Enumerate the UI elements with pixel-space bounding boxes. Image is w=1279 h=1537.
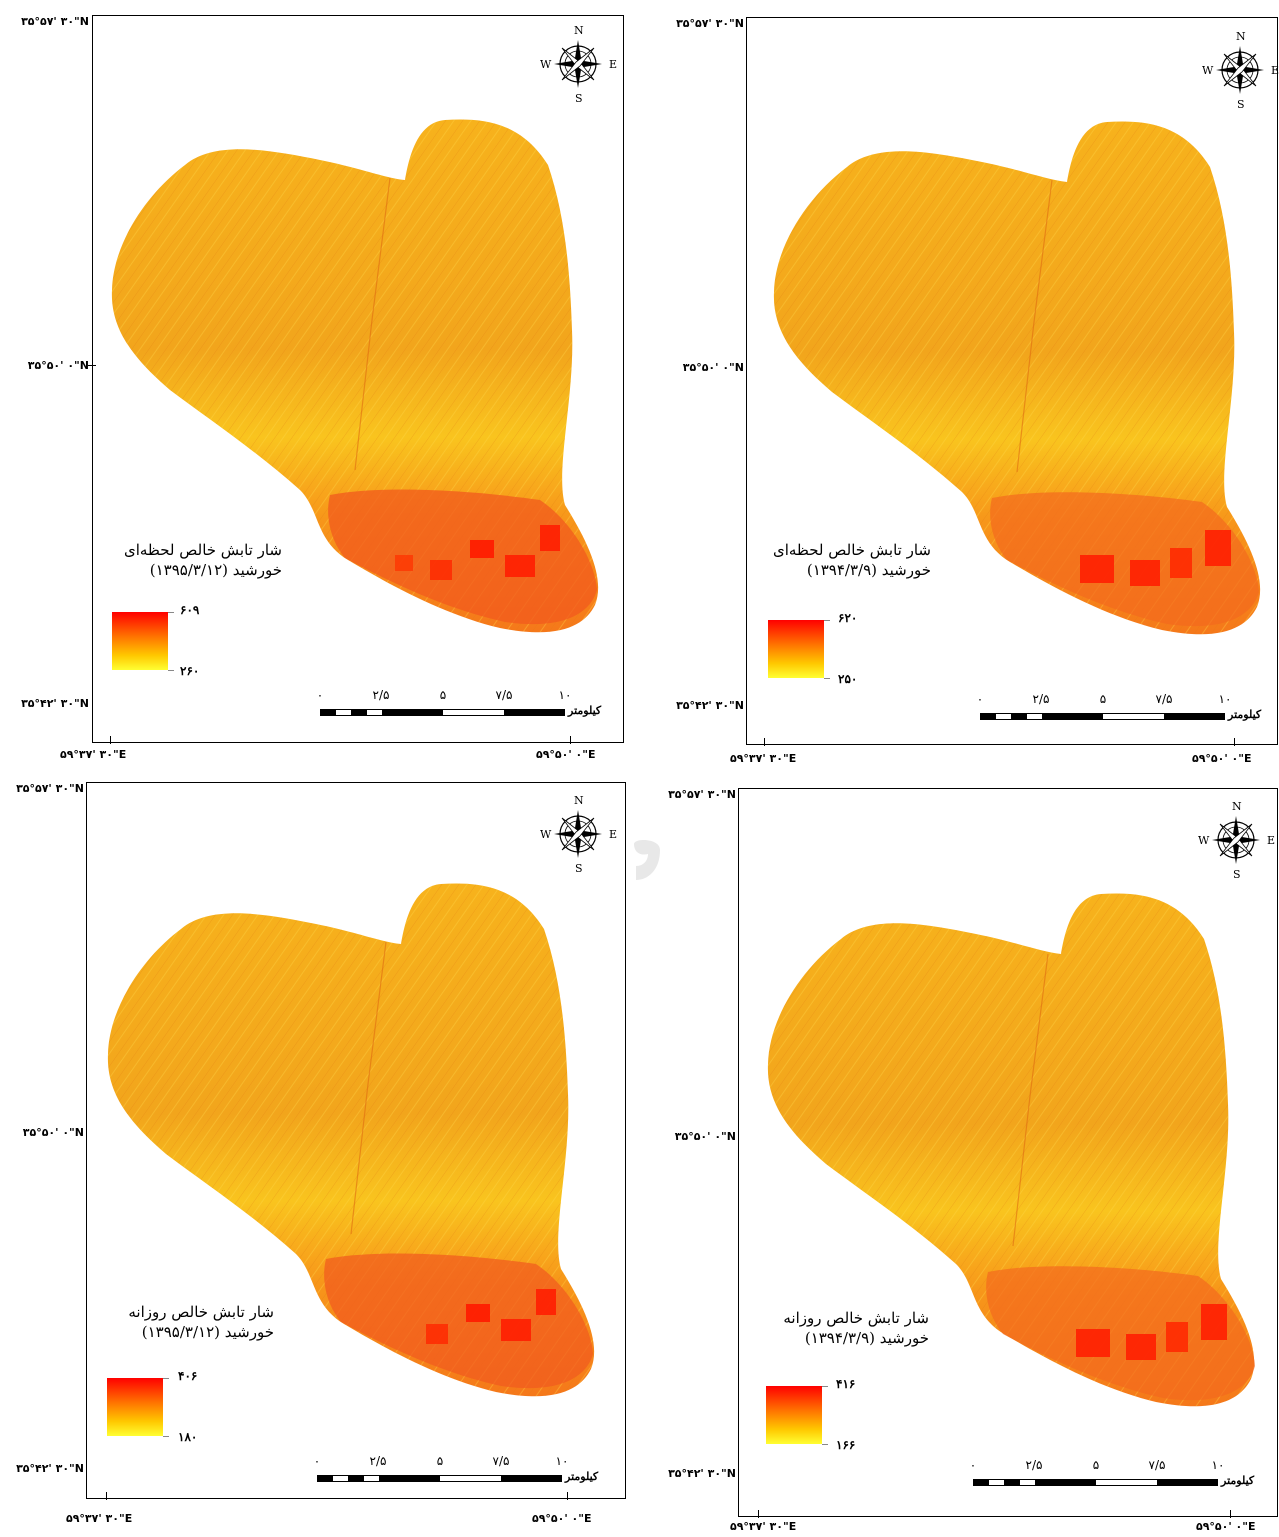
scale-label-4: ۱۰	[559, 688, 572, 702]
watermark-logo	[630, 836, 664, 884]
compass-n: N	[1232, 800, 1242, 813]
scale-bar	[320, 709, 565, 716]
map-panel-top-left: ۳۵°۵۷' ۳۰"N ۳۵°۵۰' ۰"N ۳۵°۴۲' ۳۰"N ۵۹°۳۷…	[0, 0, 630, 770]
compass-n: N	[574, 794, 584, 807]
scale-bar	[317, 1475, 562, 1482]
scale-label-1: ۲/۵	[373, 688, 390, 702]
legend-title: شار تابش خالص لحظه‌ای خورشید (۱۳۹۴/۳/۹)	[773, 540, 931, 580]
legend-tick	[168, 612, 174, 613]
scale-label-1: ۲/۵	[1033, 692, 1050, 706]
scale-label-0: ۰	[977, 692, 983, 706]
north-arrow: N S W E	[538, 22, 618, 104]
legend-min-value: ۲۵۰	[838, 672, 857, 686]
scale-label-1: ۲/۵	[370, 1454, 387, 1468]
map-panel-bottom-right: ۳۵°۵۷' ۳۰"N ۳۵°۵۰' ۰"N ۳۵°۴۲' ۳۰"N ۵۹°۳۷…	[640, 768, 1279, 1537]
legend-title-line1: شار تابش خالص روزانه	[783, 1308, 929, 1328]
compass-w: W	[1202, 64, 1213, 77]
legend-title-line1: شار تابش خالص لحظه‌ای	[773, 540, 931, 560]
legend-tick	[168, 670, 174, 671]
scale-unit: کیلومتر	[1221, 1474, 1254, 1487]
basin-raster	[0, 0, 630, 770]
compass-w: W	[540, 828, 551, 841]
legend-min-value: ۲۶۰	[180, 664, 199, 678]
compass-e: E	[609, 58, 617, 71]
compass-s: S	[1237, 98, 1245, 111]
legend-title-line2: خورشید (۱۳۹۴/۳/۹)	[773, 560, 931, 580]
legend-tick	[163, 1436, 169, 1437]
scale-unit: کیلومتر	[565, 1470, 598, 1483]
scale-bar	[980, 713, 1225, 720]
legend-max-value: ۶۲۰	[838, 611, 857, 625]
scale-label-3: ۷/۵	[1156, 692, 1173, 706]
north-arrow: N S W E	[1196, 798, 1276, 880]
scale-label-1: ۲/۵	[1026, 1458, 1043, 1472]
legend-color-ramp	[112, 612, 168, 670]
scale-unit: کیلومتر	[568, 704, 601, 717]
scale-bar	[973, 1479, 1218, 1486]
scale-label-2: ۵	[1100, 692, 1106, 706]
scale-label-0: ۰	[314, 1454, 320, 1468]
legend-min-value: ۱۶۶	[836, 1438, 855, 1452]
compass-e: E	[609, 828, 617, 841]
legend-color-ramp	[766, 1386, 822, 1444]
scale-label-0: ۰	[970, 1458, 976, 1472]
scale-label-3: ۷/۵	[496, 688, 513, 702]
legend-title-line2: خورشید (۱۳۹۵/۳/۱۲)	[128, 1322, 274, 1342]
legend-title-line2: خورشید (۱۳۹۴/۳/۹)	[783, 1328, 929, 1348]
legend-title-line2: خورشید (۱۳۹۵/۳/۱۲)	[124, 560, 282, 580]
scale-label-4: ۱۰	[556, 1454, 569, 1468]
legend-title: شار تابش خالص روزانه خورشید (۱۳۹۴/۳/۹)	[783, 1308, 929, 1348]
legend-max-value: ۶۰۹	[180, 603, 199, 617]
scale-label-4: ۱۰	[1212, 1458, 1225, 1472]
north-arrow: N S W E	[538, 792, 618, 874]
compass-w: W	[1198, 834, 1209, 847]
scale-label-0: ۰	[317, 688, 323, 702]
north-arrow: N S W E	[1200, 28, 1279, 110]
legend-title: شار تابش خالص روزانه خورشید (۱۳۹۵/۳/۱۲)	[128, 1302, 274, 1342]
legend-tick	[822, 1386, 828, 1387]
legend-tick	[824, 678, 830, 679]
legend-tick	[822, 1444, 828, 1445]
compass-s: S	[1233, 868, 1241, 881]
compass-w: W	[540, 58, 551, 71]
scale-unit: کیلومتر	[1228, 708, 1261, 721]
scale-label-2: ۵	[437, 1454, 443, 1468]
scale-label-3: ۷/۵	[1149, 1458, 1166, 1472]
legend-max-value: ۴۰۶	[178, 1369, 197, 1383]
legend-max-value: ۴۱۶	[836, 1377, 855, 1391]
map-panel-top-right: ۳۵°۵۷' ۳۰"N ۳۵°۵۰' ۰"N ۳۵°۴۲' ۳۰"N ۵۹°۳۷…	[640, 0, 1279, 770]
legend-title-line1: شار تابش خالص روزانه	[128, 1302, 274, 1322]
scale-label-2: ۵	[440, 688, 446, 702]
compass-n: N	[1236, 30, 1246, 43]
legend-color-ramp	[768, 620, 824, 678]
legend-title: شار تابش خالص لحظه‌ای خورشید (۱۳۹۵/۳/۱۲)	[124, 540, 282, 580]
compass-e: E	[1267, 834, 1275, 847]
scale-label-4: ۱۰	[1219, 692, 1232, 706]
compass-s: S	[575, 92, 583, 105]
legend-min-value: ۱۸۰	[178, 1430, 197, 1444]
basin-raster	[0, 768, 630, 1537]
compass-n: N	[574, 24, 584, 37]
scale-label-2: ۵	[1093, 1458, 1099, 1472]
legend-color-ramp	[107, 1378, 163, 1436]
compass-e: E	[1271, 64, 1279, 77]
compass-s: S	[575, 862, 583, 875]
basin-raster	[640, 768, 1279, 1537]
legend-tick	[163, 1378, 169, 1379]
legend-tick	[824, 620, 830, 621]
scale-label-3: ۷/۵	[493, 1454, 510, 1468]
map-panel-bottom-left: ۳۵°۵۷' ۳۰"N ۳۵°۵۰' ۰"N ۳۵°۴۲' ۳۰"N ۵۹°۳۷…	[0, 768, 630, 1537]
basin-raster	[640, 0, 1279, 770]
legend-title-line1: شار تابش خالص لحظه‌ای	[124, 540, 282, 560]
